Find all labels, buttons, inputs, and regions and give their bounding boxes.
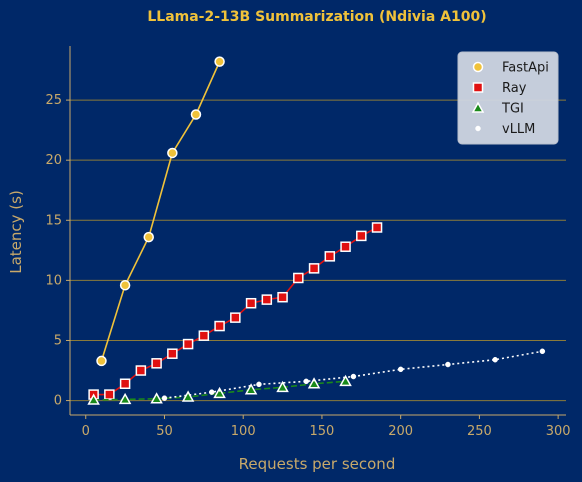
data-point-ray xyxy=(104,389,115,400)
data-point-fastapi xyxy=(119,279,131,291)
data-point-vllm xyxy=(350,373,357,380)
data-point-ray xyxy=(261,294,273,305)
data-point-vllm xyxy=(161,395,168,401)
data-point-ray xyxy=(214,320,225,332)
data-point-tgi xyxy=(244,383,258,395)
x-tick-label: 50 xyxy=(156,424,173,439)
data-point-ray xyxy=(324,251,336,262)
series-vllm xyxy=(161,348,546,401)
y-tick-label: 0 xyxy=(54,394,62,409)
grid xyxy=(70,99,566,402)
data-point-ray xyxy=(293,272,304,284)
legend-item-tgi: TGI xyxy=(471,101,524,117)
series-ray xyxy=(88,222,383,400)
data-point-fastapi xyxy=(167,147,178,159)
legend-marker-ray xyxy=(472,82,484,93)
x-tick-label: 300 xyxy=(546,424,571,439)
data-point-tgi xyxy=(213,386,226,399)
data-point-tgi xyxy=(339,374,352,387)
data-point-tgi xyxy=(87,393,100,405)
axes xyxy=(69,46,566,416)
legend-label-fastapi: FastApi xyxy=(502,61,549,76)
data-point-tgi xyxy=(181,390,195,402)
data-point-tgi xyxy=(307,377,321,389)
data-point-tgi xyxy=(118,392,132,405)
data-point-ray xyxy=(119,378,131,389)
data-point-fastapi xyxy=(190,109,202,120)
y-tick-label: 25 xyxy=(45,93,62,108)
data-point-ray xyxy=(167,348,178,359)
x-tick-label: 0 xyxy=(82,424,90,439)
data-point-vllm xyxy=(397,366,404,373)
legend-marker-tgi xyxy=(471,101,485,113)
data-point-vllm xyxy=(256,381,262,388)
legend: FastApi Ray TGI vLLM xyxy=(457,51,559,145)
data-point-fastapi xyxy=(96,355,107,367)
data-point-vllm xyxy=(303,378,309,385)
legend-label-ray: Ray xyxy=(502,81,527,96)
y-tick-label: 10 xyxy=(45,273,62,288)
y-axis-label: Latency (s) xyxy=(7,190,25,274)
data-point-ray xyxy=(230,312,241,323)
series-tgi xyxy=(87,374,352,405)
data-point-vllm xyxy=(445,361,451,368)
y-tick-label: 5 xyxy=(54,333,62,348)
series-line-fastapi xyxy=(100,61,221,362)
x-tick-label: 150 xyxy=(310,424,335,439)
series-fastapi xyxy=(96,56,225,367)
data-point-vllm xyxy=(539,348,546,355)
data-point-ray xyxy=(135,365,147,376)
legend-label-vllm: vLLM xyxy=(502,122,535,137)
legend-item-ray: Ray xyxy=(472,81,527,96)
legend-marker-fastapi xyxy=(472,61,484,73)
data-point-ray xyxy=(340,241,351,252)
legend-box xyxy=(457,51,559,145)
x-tick-label: 200 xyxy=(388,424,413,439)
data-point-tgi xyxy=(150,392,163,404)
data-point-ray xyxy=(356,230,367,242)
x-ticks: 0 50 100 150 200 250 300 xyxy=(82,415,571,439)
x-tick-label: 100 xyxy=(231,424,256,439)
data-point-ray xyxy=(198,330,210,341)
data-point-tgi xyxy=(276,380,289,393)
x-axis-label: Requests per second xyxy=(239,455,396,473)
data-point-vllm xyxy=(208,389,215,395)
data-point-ray xyxy=(371,222,383,233)
data-point-fastapi xyxy=(214,56,225,67)
legend-item-vllm: vLLM xyxy=(475,122,535,137)
x-tick-label: 250 xyxy=(467,424,492,439)
y-ticks: 0 5 10 15 20 25 xyxy=(45,93,70,409)
data-point-ray xyxy=(277,291,288,303)
y-tick-label: 15 xyxy=(45,213,62,228)
legend-item-fastapi: FastApi xyxy=(472,61,549,76)
series-layer xyxy=(87,56,546,405)
legend-label-tgi: TGI xyxy=(501,102,524,117)
data-point-vllm xyxy=(492,356,498,363)
data-point-ray xyxy=(182,338,194,350)
data-point-ray xyxy=(308,263,320,274)
data-point-fastapi xyxy=(143,231,154,243)
y-tick-label: 20 xyxy=(45,153,62,168)
legend-marker-vllm xyxy=(475,125,481,132)
data-point-ray xyxy=(151,358,162,369)
chart-title: LLama-2-13B Summarization (Ndivia A100) xyxy=(147,9,486,25)
data-point-ray xyxy=(245,297,257,309)
